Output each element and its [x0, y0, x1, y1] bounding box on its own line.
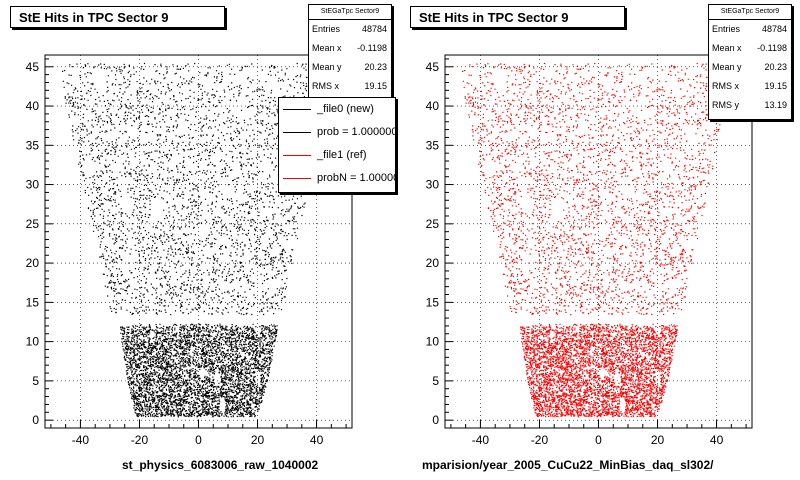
y-tick-label: 15: [426, 295, 440, 309]
legend-line: [283, 178, 311, 179]
legend-line: [283, 155, 311, 156]
x-tick-label: -40: [72, 433, 90, 447]
left-stats-header: StEGaTpc Sector9: [309, 5, 391, 20]
stat-value: 13.19: [764, 100, 787, 110]
y-tick-label: 20: [426, 256, 440, 270]
right-stats-row-meanx: Mean x -0.1198: [709, 39, 791, 58]
stat-value: 48784: [761, 24, 787, 34]
stat-value: -0.1198: [357, 43, 387, 53]
y-tick-label: 0: [432, 413, 439, 427]
x-tick-label: -40: [472, 433, 490, 447]
x-tick-label: 40: [710, 433, 724, 447]
stat-value: 19.15: [764, 81, 787, 91]
legend-label: prob = 1.000000: [317, 126, 396, 138]
axes: -40 -20 0 20 40 0 5 10 15 20 25 30 35 40 45: [426, 58, 747, 447]
y-tick-label: 20: [26, 256, 40, 270]
scatter-points: [462, 62, 730, 418]
stat-label: Mean x: [312, 43, 342, 53]
y-tick-label: 5: [432, 374, 439, 388]
y-tick-label: 10: [26, 335, 40, 349]
y-tick-label: 40: [426, 99, 440, 113]
left-chart-panel: -40 -20 0 20 40 0 5 10 15 20 25 30 35 40 45 StE Hits i…: [10, 4, 396, 472]
right-stats-header: StEGaTpc Sector9: [709, 5, 791, 20]
y-tick-label: 35: [26, 138, 40, 152]
stat-value: 20.23: [364, 62, 387, 72]
x-tick-label: 0: [195, 433, 202, 447]
stat-label: Mean y: [712, 62, 742, 72]
stat-label: Mean y: [312, 62, 342, 72]
right-stats-row-rmsx: RMS x 19.15: [709, 77, 791, 96]
y-tick-label: 0: [32, 413, 39, 427]
legend-entry: probN = 1.000000: [279, 167, 395, 190]
stat-label: Entries: [712, 24, 741, 34]
left-stats-row-meany: Mean y 20.23: [309, 58, 391, 77]
legend-line: [283, 109, 311, 110]
left-x-axis-label: st_physics_6083006_raw_1040002: [122, 458, 319, 472]
legend-entry: prob = 1.000000: [279, 121, 395, 144]
stat-label: RMS x: [712, 81, 739, 91]
right-stats-box: StEGaTpc Sector9 Entries 48784 Mean x -0.1…: [708, 4, 792, 120]
right-stats-row-rmsy: RMS y 13.19: [709, 96, 791, 115]
x-tick-label: 20: [651, 433, 665, 447]
y-tick-label: 30: [426, 178, 440, 192]
axes: -40 -20 0 20 40 0 5 10 15 20 25 30 35 40 45: [26, 58, 347, 447]
left-stats-row-entries: Entries 48784: [309, 20, 391, 39]
stat-label: Mean x: [712, 43, 742, 53]
right-x-axis-label: mparision/year_2005_CuCu22_MinBias_daq_s…: [422, 458, 714, 472]
y-tick-label: 40: [26, 99, 40, 113]
right-stats-row-meany: Mean y 20.23: [709, 58, 791, 77]
y-tick-label: 45: [426, 60, 440, 74]
stat-value: 48784: [361, 24, 387, 34]
stat-label: RMS y: [712, 100, 739, 110]
left-stats-row-meanx: Mean x -0.1198: [309, 39, 391, 58]
y-tick-label: 15: [26, 295, 40, 309]
y-tick-label: 35: [426, 138, 440, 152]
stat-value: -0.1198: [757, 43, 787, 53]
legend-entry: _file0 (new): [279, 98, 395, 121]
stat-label: RMS x: [312, 81, 339, 91]
plot-frame: [444, 54, 753, 429]
right-chart-panel: -40 -20 0 20 40 0 5 10 15 20 25 30 35 40 45 StE Hits i…: [400, 0, 800, 480]
x-tick-label: 20: [251, 433, 265, 447]
y-tick-label: 45: [26, 60, 40, 74]
x-tick-label: -20: [131, 433, 149, 447]
stat-value: 20.23: [764, 62, 787, 72]
left-legend: _file0 (new) prob = 1.000000 _file1 (ref…: [278, 97, 396, 193]
legend-label: _file0 (new): [317, 103, 374, 115]
legend-line: [283, 132, 311, 133]
scatter-points: [62, 62, 330, 418]
y-tick-label: 25: [426, 217, 440, 231]
left-chart-title: StE Hits in TPC Sector 9: [10, 6, 225, 28]
left-stats-row-rmsx: RMS x 19.15: [309, 77, 391, 96]
stat-label: Entries: [312, 24, 341, 34]
x-tick-label: 0: [595, 433, 602, 447]
legend-label: _file1 (ref): [317, 149, 367, 161]
right-plot: -40 -20 0 20 40 0 5 10 15 20 25 30 35 40 45: [426, 54, 753, 447]
stat-value: 19.15: [364, 81, 387, 91]
x-tick-label: -20: [531, 433, 549, 447]
right-stats-row-entries: Entries 48784: [709, 20, 791, 39]
legend-entry: _file1 (ref): [279, 144, 395, 167]
legend-label: probN = 1.000000: [317, 172, 395, 184]
y-tick-label: 25: [26, 217, 40, 231]
y-tick-label: 5: [32, 374, 39, 388]
right-chart-title: StE Hits in TPC Sector 9: [410, 6, 625, 28]
y-tick-label: 30: [26, 178, 40, 192]
y-tick-label: 10: [426, 335, 440, 349]
x-tick-label: 40: [310, 433, 324, 447]
